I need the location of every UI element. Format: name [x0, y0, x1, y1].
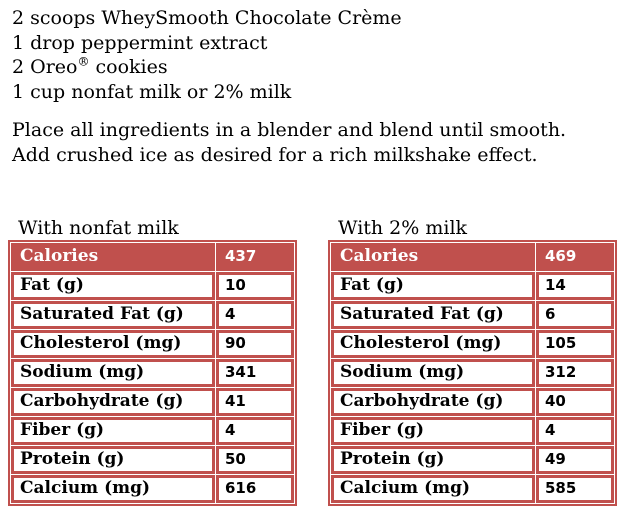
nutrient-label: Calcium (mg) — [11, 475, 215, 503]
nutrient-value: 312 — [536, 359, 614, 387]
nutrient-label: Cholesterol (mg) — [11, 330, 215, 358]
nutrient-value: 585 — [536, 475, 614, 503]
nutrient-value: 4 — [536, 417, 614, 445]
table-row: Protein (g) 50 — [11, 446, 294, 474]
nutrient-label: Protein (g) — [11, 446, 215, 474]
nutrient-value: 105 — [536, 330, 614, 358]
nutrient-label: Fat (g) — [11, 272, 215, 300]
nutrient-label: Protein (g) — [331, 446, 535, 474]
nutrient-label: Calories — [11, 243, 215, 271]
table-row: Fiber (g) 4 — [11, 417, 294, 445]
nutrient-label: Saturated Fat (g) — [331, 301, 535, 329]
table-row: Cholesterol (mg) 105 — [331, 330, 614, 358]
table-row: Carbohydrate (g) 40 — [331, 388, 614, 416]
nutrient-value: 10 — [216, 272, 294, 300]
table-row: Saturated Fat (g) 4 — [11, 301, 294, 329]
table-row: Saturated Fat (g) 6 — [331, 301, 614, 329]
ingredient-text: 2 Oreo — [12, 56, 78, 78]
nutrient-value: 437 — [216, 243, 294, 271]
ingredient-line: 1 drop peppermint extract — [12, 31, 268, 54]
nutrient-value: 4 — [216, 301, 294, 329]
nutrient-value: 4 — [216, 417, 294, 445]
nutrient-label: Saturated Fat (g) — [11, 301, 215, 329]
table-row: Cholesterol (mg) 90 — [11, 330, 294, 358]
nutrient-value: 50 — [216, 446, 294, 474]
nutrition-table-2percent-milk: With 2% milk Calories 469 Fat (g) 14 Sat… — [328, 218, 617, 506]
nutrient-label: Carbohydrate (g) — [11, 388, 215, 416]
table-header-row: Calories 437 — [11, 243, 294, 271]
instruction-line: Add crushed ice as desired for a rich mi… — [12, 143, 538, 166]
nutrient-value: 469 — [536, 243, 614, 271]
nutrient-label: Calories — [331, 243, 535, 271]
nutrition-facts-table: Calories 469 Fat (g) 14 Saturated Fat (g… — [328, 240, 617, 506]
nutrient-value: 49 — [536, 446, 614, 474]
nutrient-value: 616 — [216, 475, 294, 503]
nutrient-label: Fat (g) — [331, 272, 535, 300]
table-row: Fat (g) 10 — [11, 272, 294, 300]
nutrient-label: Carbohydrate (g) — [331, 388, 535, 416]
table-row: Sodium (mg) 341 — [11, 359, 294, 387]
nutrient-value: 90 — [216, 330, 294, 358]
table-title: With nonfat milk — [18, 217, 179, 239]
nutrient-label: Sodium (mg) — [11, 359, 215, 387]
nutrition-facts-table: Calories 437 Fat (g) 10 Saturated Fat (g… — [8, 240, 297, 506]
table-row: Calcium (mg) 585 — [331, 475, 614, 503]
registered-trademark-symbol: ® — [77, 54, 90, 69]
ingredient-text: cookies — [89, 56, 168, 78]
table-row: Sodium (mg) 312 — [331, 359, 614, 387]
table-row: Fat (g) 14 — [331, 272, 614, 300]
nutrient-value: 40 — [536, 388, 614, 416]
nutrient-label: Fiber (g) — [331, 417, 535, 445]
nutrient-value: 14 — [536, 272, 614, 300]
ingredient-line: 2 Oreo® cookies — [12, 55, 620, 80]
instructions: Place all ingredients in a blender and b… — [12, 118, 620, 167]
nutrient-label: Calcium (mg) — [331, 475, 535, 503]
ingredients-list: 2 scoops WheySmooth Chocolate Crème 1 dr… — [12, 6, 620, 104]
table-row: Carbohydrate (g) 41 — [11, 388, 294, 416]
nutrient-value: 341 — [216, 359, 294, 387]
nutrient-label: Sodium (mg) — [331, 359, 535, 387]
table-header-row: Calories 469 — [331, 243, 614, 271]
instruction-line: Place all ingredients in a blender and b… — [12, 119, 567, 141]
nutrition-tables: With nonfat milk Calories 437 Fat (g) 10… — [8, 218, 620, 506]
nutrient-value: 6 — [536, 301, 614, 329]
ingredient-line: 2 scoops WheySmooth Chocolate Crème — [12, 7, 402, 29]
table-row: Calcium (mg) 616 — [11, 475, 294, 503]
table-row: Protein (g) 49 — [331, 446, 614, 474]
table-row: Fiber (g) 4 — [331, 417, 614, 445]
nutrient-value: 41 — [216, 388, 294, 416]
ingredient-line: 1 cup nonfat milk or 2% milk — [12, 80, 292, 103]
table-title: With 2% milk — [338, 217, 468, 239]
nutrient-label: Cholesterol (mg) — [331, 330, 535, 358]
nutrition-table-nonfat-milk: With nonfat milk Calories 437 Fat (g) 10… — [8, 218, 297, 506]
nutrient-label: Fiber (g) — [11, 417, 215, 445]
